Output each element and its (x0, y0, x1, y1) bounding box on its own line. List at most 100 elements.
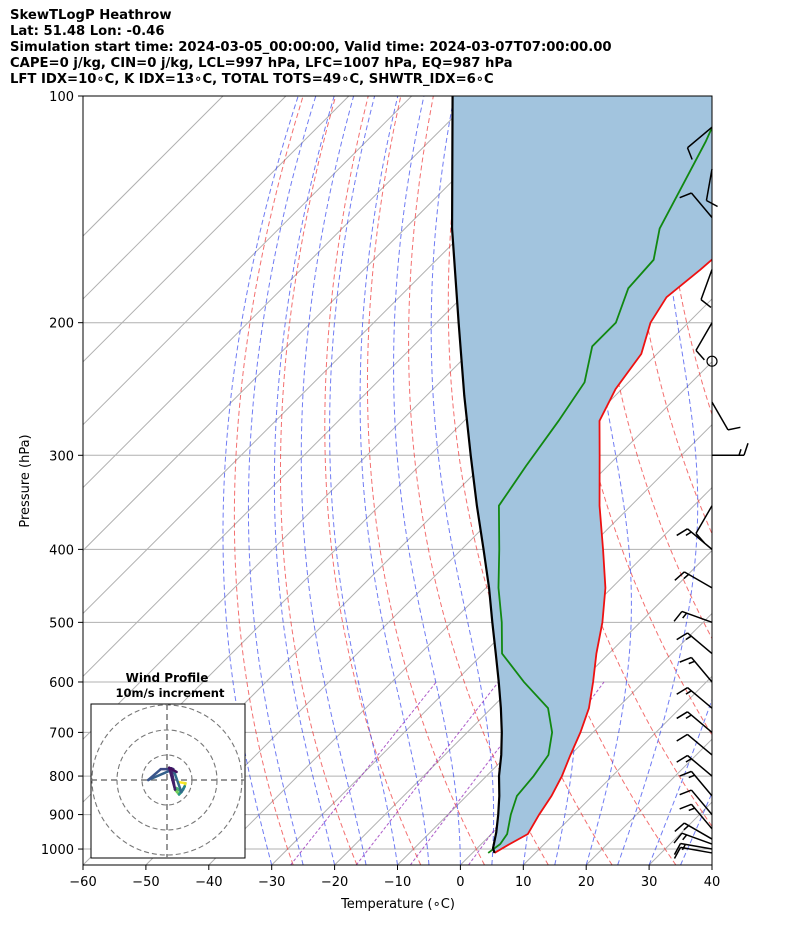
wind-barb (676, 711, 713, 733)
moist-adiabat (300, 96, 367, 865)
barb-half-feather (685, 690, 692, 695)
wind-barb (711, 401, 741, 431)
inset-subtitle: 10m/s increment (116, 686, 225, 700)
y-axis-label: Pressure (hPa) (18, 434, 33, 527)
barb-shaft (680, 842, 713, 850)
dewpoint-line (487, 125, 712, 854)
barb-feather (679, 770, 692, 777)
barb-half-feather (683, 825, 690, 831)
hodograph-segment (167, 766, 177, 791)
wind-barb (679, 192, 713, 218)
wind-barb (679, 656, 713, 683)
barb-shaft (681, 832, 713, 845)
barb-feather (673, 610, 683, 622)
x-tick-label: −10 (384, 875, 411, 890)
wind-barb (686, 126, 713, 160)
dry-adiabat (660, 96, 712, 416)
profiles (450, 96, 712, 854)
moist-adiabat (329, 96, 398, 865)
barb-shaft (687, 126, 713, 149)
isotherm-line (83, 96, 350, 363)
barb-half-feather (738, 449, 742, 456)
barb-feather (679, 789, 692, 796)
wind-barb (673, 610, 713, 624)
temperature-line (494, 258, 712, 854)
barb-feather (676, 711, 688, 720)
barb-half-feather (688, 807, 695, 812)
barb-feather (695, 532, 705, 544)
isotherm-line (83, 96, 538, 552)
dry-adiabat (366, 96, 485, 865)
barb-shaft (695, 322, 713, 351)
wind-barb (676, 686, 713, 709)
y-tick-label: 800 (49, 770, 74, 785)
y-tick-label: 700 (49, 726, 74, 741)
barb-feather (727, 426, 741, 431)
dry-adiabat (594, 96, 712, 640)
barb-half-feather (683, 573, 690, 580)
isotherm-line (711, 864, 712, 865)
isotherm-line (522, 675, 712, 865)
moist-adiabat (222, 96, 299, 865)
inset-title: Wind Profile (126, 671, 209, 685)
wind-barb (676, 754, 713, 777)
barb-feather (676, 528, 688, 537)
wind-barb (673, 842, 713, 855)
barb-feather (676, 686, 688, 695)
barb-feather (700, 299, 712, 309)
moist-adiabat (711, 863, 712, 865)
barb-half-feather (682, 834, 688, 841)
axes: −60 −50 −40 −30 −20 −10 0 10 20 30 40 100 200 300 400 5… (41, 90, 720, 890)
barb-feather (676, 733, 688, 742)
x-tick-label: −20 (321, 875, 348, 890)
x-tick-label: −30 (258, 875, 285, 890)
title-times: Simulation start time: 2024-03-05_00:00:… (10, 40, 612, 55)
title-indices-line: LFT IDX=10∘C, K IDX=13∘C, TOTAL TOTS=49∘… (10, 72, 494, 87)
wind-barb (700, 269, 713, 309)
wind-barb (673, 846, 713, 859)
barb-feather (743, 443, 749, 456)
isotherm-line (271, 423, 712, 865)
title-location: Lat: 51.48 Lon: -0.46 (10, 24, 165, 39)
isotherm-line (334, 486, 712, 865)
barb-feather (673, 832, 683, 844)
barb-shaft (687, 632, 713, 655)
barb-feather (674, 822, 685, 833)
isotherm-line (83, 96, 224, 237)
barb-shaft (690, 803, 713, 830)
dry-adiabat (324, 96, 422, 865)
y-tick-label: 300 (49, 449, 74, 464)
title-cape-line: CAPE=0 j/kg, CIN=0 j/kg, LCL=997 hPa, LF… (10, 56, 513, 71)
mixing-ratio-line (355, 681, 499, 865)
wind-barb (676, 632, 713, 655)
moist-adiabat (617, 96, 699, 865)
inset-frame (90, 703, 246, 859)
barb-shaft (690, 789, 713, 816)
barb-feather (679, 803, 692, 810)
y-tick-label: 200 (49, 317, 74, 332)
hodograph-segment (167, 766, 178, 774)
barb-shaft (690, 770, 713, 797)
hodograph-segment (172, 767, 183, 794)
isotherm-line (83, 96, 413, 426)
wind-barb (673, 832, 713, 845)
barb-shaft (687, 528, 713, 550)
dry-adiabat (233, 96, 304, 865)
wind-barb (676, 733, 713, 756)
dry-adiabat (759, 96, 794, 865)
barb-half-feather (685, 758, 692, 763)
barb-half-feather (685, 635, 692, 641)
barb-half-feather (685, 714, 692, 719)
isotherm-line (83, 96, 287, 300)
x-tick-label: 20 (578, 875, 595, 890)
barb-feather (695, 349, 705, 361)
barb-shaft (690, 656, 713, 683)
x-axis-label: Temperature (∘C) (340, 897, 455, 912)
moist-adiabat (359, 96, 430, 865)
x-tick-label: 0 (456, 875, 464, 890)
wind-barb (679, 789, 713, 816)
barb-shaft (687, 687, 713, 709)
wind-barb (674, 571, 713, 589)
